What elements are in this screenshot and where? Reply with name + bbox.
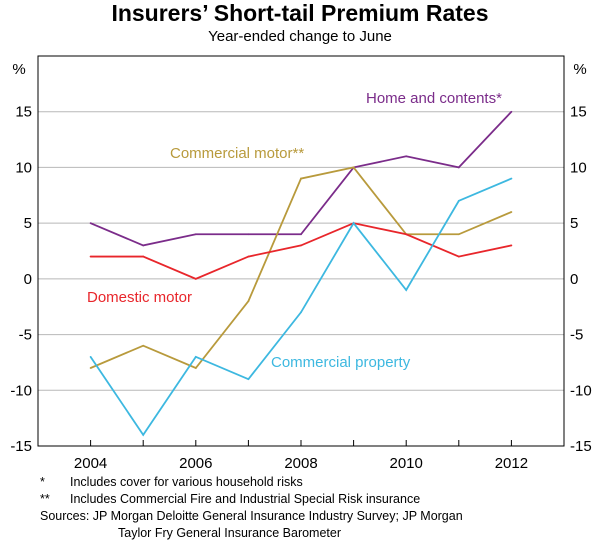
x-tick-label: 2010 (390, 455, 423, 472)
y-axis-unit-left: % (12, 61, 25, 78)
data-point (300, 177, 302, 180)
y-tick-label-left: -10 (10, 382, 32, 399)
x-tick-label: 2012 (495, 455, 528, 472)
data-point (457, 233, 460, 236)
data-point (247, 255, 250, 258)
sources-line-1: Sources: JP Morgan Deloitte General Insu… (40, 509, 463, 523)
series-line-1 (90, 166, 512, 370)
data-point (457, 255, 460, 258)
y-tick-label-right: -15 (570, 438, 592, 455)
x-tick-label: 2006 (179, 455, 212, 472)
data-point (194, 355, 197, 358)
y-tick-label-right: -10 (570, 382, 592, 399)
y-tick-label-left: -5 (19, 327, 32, 344)
data-point (194, 367, 197, 369)
chart-subtitle: Year-ended change to June (208, 28, 392, 45)
data-point (247, 378, 250, 381)
data-point (405, 155, 408, 158)
data-point (194, 277, 197, 280)
series-label-home-contents: Home and contents* (366, 90, 502, 107)
sources-line-2: Taylor Fry General Insurance Barometer (40, 525, 463, 542)
data-point (89, 222, 92, 225)
series-label-domestic-motor: Domestic motor (87, 289, 192, 306)
data-point (142, 433, 145, 436)
data-point (142, 255, 145, 258)
series-line-2 (90, 222, 512, 280)
series-line-3 (89, 177, 512, 437)
y-tick-label-left: 5 (24, 215, 32, 232)
y-tick-label-right: 10 (570, 159, 587, 176)
data-point (300, 233, 302, 236)
y-tick-label-left: -15 (10, 438, 32, 455)
data-point (510, 110, 513, 113)
y-tick-label-right: 15 (570, 104, 587, 121)
data-point (247, 300, 250, 303)
y-axis-unit-right: % (573, 61, 586, 78)
data-point (142, 244, 145, 247)
y-tick-label-right: -5 (570, 327, 583, 344)
axis-ticks: -15 -15 -10 -10 -5 -5 0 0 5 5 10 10 15 15 2004 2006 2008… (10, 104, 591, 472)
footnote-2-mark: ** (40, 492, 50, 506)
x-tick-label: 2008 (284, 455, 317, 472)
footnote-2-text: Includes Commercial Fire and Industrial … (70, 492, 421, 506)
data-point (300, 311, 302, 314)
data-point (352, 166, 355, 169)
data-point (457, 166, 460, 169)
data-point (510, 211, 513, 213)
data-point (352, 222, 355, 225)
chart-title: Insurers’ Short-tail Premium Rates (111, 0, 489, 26)
sources-line-2-text: Taylor Fry General Insurance Barometer (118, 526, 342, 540)
data-point (89, 355, 92, 358)
y-tick-label-left: 10 (15, 159, 32, 176)
footnote-2: ** Includes Commercial Fire and Industria… (40, 491, 463, 508)
data-point (89, 255, 92, 258)
data-point (89, 367, 92, 369)
footnote-1: * Includes cover for various household ri… (40, 474, 463, 491)
data-point (194, 233, 197, 236)
series-lines (89, 110, 513, 437)
footnote-1-text: Includes cover for various household ris… (70, 475, 303, 489)
footnote-1-mark: * (40, 475, 45, 489)
y-tick-label-left: 15 (15, 104, 32, 121)
y-tick-label-right: 5 (570, 215, 578, 232)
data-point (247, 233, 250, 236)
series-label-commercial-property: Commercial property (271, 354, 411, 371)
data-point (510, 244, 513, 247)
data-point (510, 177, 513, 180)
series-label-commercial-motor: Commercial motor** (170, 145, 304, 162)
x-tick-label: 2004 (74, 455, 107, 472)
gridlines (38, 111, 564, 391)
y-tick-label-right: 0 (570, 271, 578, 288)
data-point (457, 199, 460, 202)
data-point (405, 233, 408, 236)
data-point (300, 244, 302, 247)
data-point (142, 344, 145, 347)
chart-notes: * Includes cover for various household ri… (40, 474, 463, 542)
data-point (405, 289, 408, 291)
y-tick-label-left: 0 (24, 271, 32, 288)
